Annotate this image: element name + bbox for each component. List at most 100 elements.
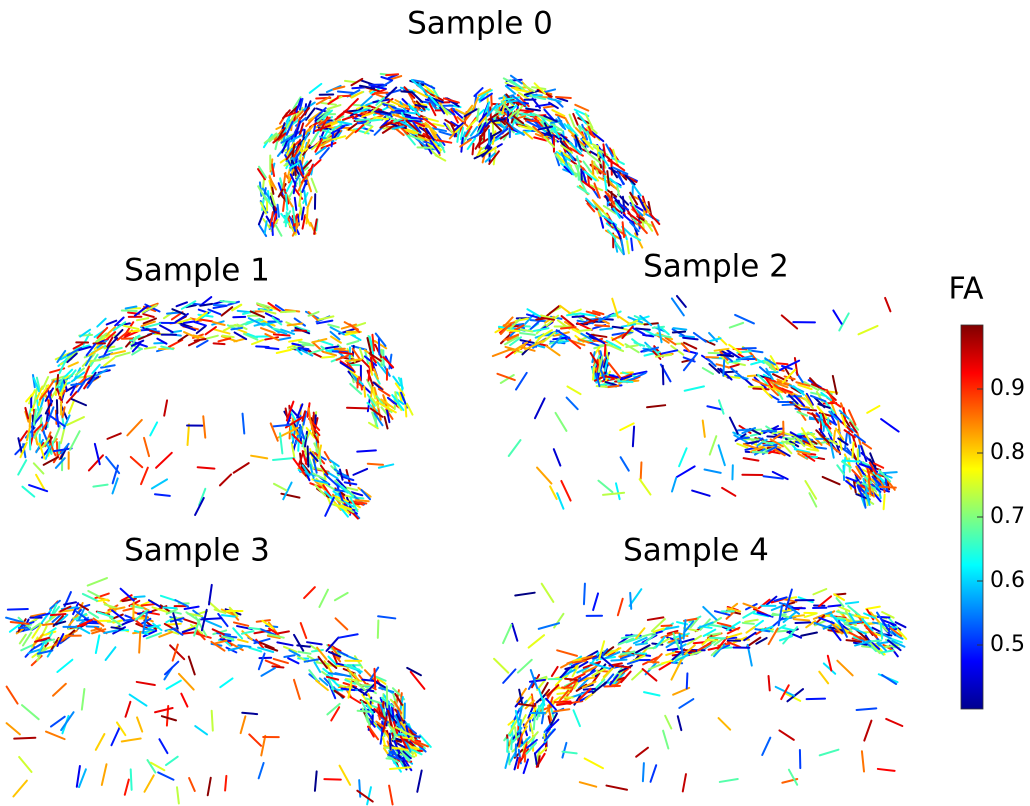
glyph <box>307 208 308 224</box>
glyph <box>234 339 245 342</box>
glyph <box>307 197 311 208</box>
glyph <box>177 302 187 306</box>
glyph <box>387 686 388 707</box>
glyph <box>679 699 693 708</box>
glyph <box>743 611 755 618</box>
glyph <box>795 409 808 410</box>
glyph <box>130 695 147 706</box>
glyph <box>189 778 195 791</box>
glyph <box>745 620 758 622</box>
glyph <box>13 781 27 797</box>
glyph <box>677 466 695 477</box>
glyph <box>789 770 797 785</box>
glyph <box>529 635 544 647</box>
glyph <box>207 336 218 339</box>
glyph <box>107 433 120 438</box>
glyph <box>311 134 317 144</box>
glyph <box>793 615 804 617</box>
glyph <box>143 314 154 317</box>
glyph <box>88 591 99 597</box>
glyph <box>166 624 181 625</box>
colorbar-tick-label: 0.6 <box>990 568 1025 593</box>
glyph <box>723 360 724 376</box>
glyph <box>272 223 273 235</box>
glyph <box>137 318 148 320</box>
glyph <box>308 446 309 466</box>
glyph <box>547 306 559 316</box>
glyph <box>834 431 835 442</box>
glyph <box>565 679 577 680</box>
glyph <box>534 714 535 729</box>
glyph <box>743 623 754 624</box>
glyph <box>96 734 105 750</box>
glyph <box>189 657 195 675</box>
glyph <box>764 476 783 478</box>
glyph <box>378 621 379 638</box>
glyph <box>299 652 311 654</box>
glyph <box>779 730 793 739</box>
glyph <box>385 417 388 429</box>
glyph <box>336 618 348 629</box>
glyph <box>310 84 322 93</box>
glyph <box>19 757 31 772</box>
glyph <box>281 311 295 312</box>
glyph <box>51 614 66 615</box>
glyph <box>198 467 215 468</box>
glyph <box>294 182 296 193</box>
glyph <box>259 210 264 224</box>
glyph <box>265 221 267 233</box>
glyph <box>163 608 176 609</box>
glyph <box>477 109 478 121</box>
glyph <box>322 357 334 358</box>
glyph <box>335 593 348 600</box>
glyph <box>719 718 731 730</box>
glyph <box>379 389 390 396</box>
glyph <box>22 705 39 719</box>
glyph <box>651 765 657 782</box>
glyph <box>401 379 402 390</box>
glyph <box>195 339 206 341</box>
glyph <box>214 329 229 333</box>
glyph <box>295 330 306 331</box>
glyph <box>338 91 353 92</box>
glyph <box>468 135 478 140</box>
glyph <box>203 416 205 437</box>
glyph <box>307 642 322 644</box>
glyph <box>782 628 795 631</box>
glyph <box>578 339 588 342</box>
glyph <box>679 448 687 466</box>
glyph <box>14 738 35 739</box>
glyph <box>878 769 895 771</box>
glyph <box>843 460 860 461</box>
glyph <box>355 500 368 501</box>
glyph <box>129 331 140 332</box>
glyph <box>200 320 212 322</box>
glyph <box>125 780 129 795</box>
glyph <box>139 632 140 653</box>
glyph <box>515 593 534 596</box>
glyph <box>716 364 729 367</box>
glyph <box>585 758 603 768</box>
glyph <box>744 458 759 460</box>
glyph <box>620 423 633 430</box>
glyph <box>503 625 511 643</box>
glyph <box>127 420 141 435</box>
glyph <box>561 481 570 501</box>
glyph <box>611 660 626 661</box>
glyph <box>535 398 545 418</box>
glyph <box>823 477 840 484</box>
glyph <box>243 414 245 434</box>
glyph <box>573 710 579 726</box>
glyph <box>390 767 411 769</box>
glyph <box>131 457 143 467</box>
glyph <box>881 650 894 652</box>
glyph <box>214 343 225 344</box>
glyph <box>573 316 584 317</box>
glyph <box>241 716 246 733</box>
glyph <box>616 483 620 499</box>
glyph <box>863 494 865 508</box>
glyph <box>663 366 664 385</box>
glyph <box>79 769 86 787</box>
glyph <box>593 368 594 380</box>
glyph <box>557 650 577 656</box>
